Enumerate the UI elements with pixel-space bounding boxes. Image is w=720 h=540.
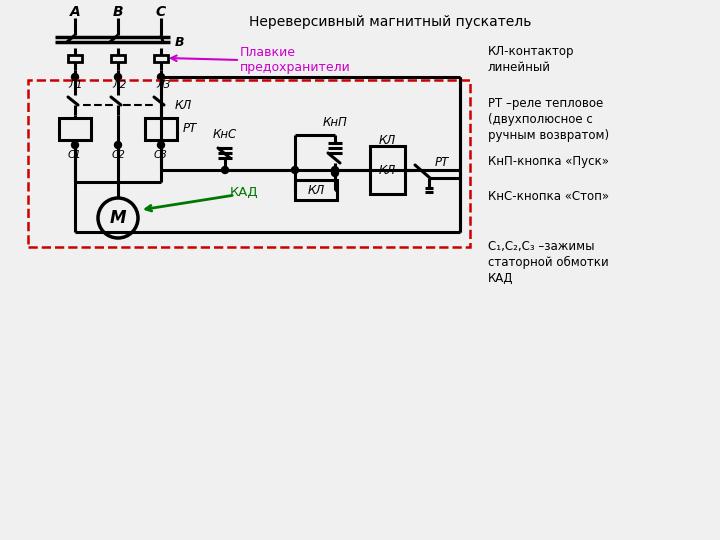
Bar [145,118,177,140]
Text: С2: С2 [111,150,125,160]
Text: КнП: КнП [323,117,348,130]
Bar [59,118,91,140]
Text: С1: С1 [68,150,82,160]
Text: КнС: КнС [213,129,237,141]
Text: КнС-кнопка «Стоп»: КнС-кнопка «Стоп» [488,190,609,203]
Circle shape [71,141,78,149]
Circle shape [114,73,122,80]
Text: РТ: РТ [435,156,449,168]
Text: КЛ: КЛ [379,164,395,177]
Text: С3: С3 [154,150,168,160]
Text: A: A [70,5,81,19]
Text: Л2: Л2 [112,80,126,90]
Circle shape [292,166,299,173]
Text: Л1: Л1 [69,80,84,90]
Text: С₁,С₂,С₃ –зажимы
статорной обмотки
КАД: С₁,С₂,С₃ –зажимы статорной обмотки КАД [488,240,608,285]
Bar [28,80,470,247]
Text: Плавкие
предохранители: Плавкие предохранители [240,46,351,74]
Circle shape [158,141,164,149]
Text: КЛ: КЛ [307,184,325,197]
Text: М: М [109,209,126,227]
Bar [370,146,405,194]
Circle shape [71,73,78,80]
Text: РТ –реле тепловое
(двухполюсное с
ручным возвратом): РТ –реле тепловое (двухполюсное с ручным… [488,97,609,142]
Text: B: B [175,36,184,49]
Text: Л3: Л3 [157,80,171,90]
Bar [68,55,82,62]
Text: B: B [113,5,123,19]
Circle shape [331,166,338,173]
Text: C: C [156,5,166,19]
Bar [154,55,168,62]
Circle shape [158,73,164,80]
Text: КЛ: КЛ [175,98,192,111]
Bar [111,55,125,62]
Circle shape [331,170,338,177]
Text: РТ: РТ [183,123,197,136]
Text: КЛ: КЛ [379,133,395,146]
Text: Нереверсивный магнитный пускатель: Нереверсивный магнитный пускатель [249,15,531,29]
Bar [295,180,337,200]
Circle shape [222,166,228,173]
Text: КАД: КАД [230,186,258,199]
Text: КнП-кнопка «Пуск»: КнП-кнопка «Пуск» [488,155,609,168]
Text: КЛ-контактор
линейный: КЛ-контактор линейный [488,45,575,74]
Circle shape [114,141,122,149]
